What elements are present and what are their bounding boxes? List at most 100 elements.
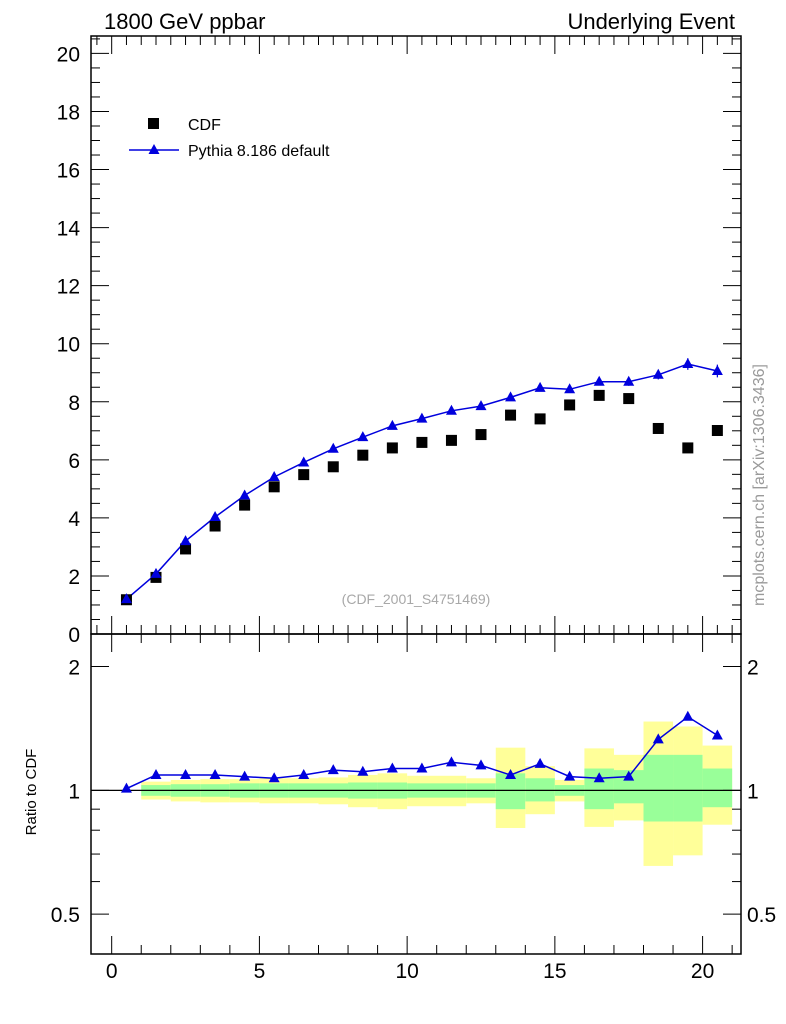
mc-point bbox=[386, 419, 398, 430]
mc-point bbox=[682, 358, 694, 369]
main-panel: 0 2 4 6 8 10 12 14 16 18 20 (CDF_2001_S4751469) bbox=[57, 35, 742, 647]
cdf-point bbox=[593, 389, 605, 401]
main-y-tick-label: 20 bbox=[57, 43, 80, 66]
ratio-x-tick-label: 0 bbox=[106, 960, 118, 983]
mc-point bbox=[652, 368, 664, 379]
legend: CDF Pythia 8.186 default bbox=[129, 117, 330, 160]
main-y-tick-label: 10 bbox=[57, 334, 80, 357]
main-y-tick-label: 12 bbox=[57, 276, 80, 299]
ratio-point bbox=[445, 756, 457, 767]
header-right-title: Underlying Event bbox=[567, 9, 735, 34]
ratio-point bbox=[268, 772, 280, 783]
ratio-y-tick-label-left: 2 bbox=[68, 657, 80, 680]
ratio-point bbox=[327, 764, 339, 775]
cdf-point bbox=[505, 409, 517, 421]
ratio-uncertainty-bands bbox=[141, 721, 733, 866]
ratio-point bbox=[623, 770, 635, 781]
ratio-x-tick-label: 10 bbox=[395, 960, 418, 983]
cdf-point bbox=[386, 442, 398, 454]
cdf-point bbox=[298, 469, 310, 481]
ratio-y-tick-labels: 0.5 0.5 1 1 2 2 bbox=[51, 657, 776, 928]
ratio-x-tick-labels: 0 5 10 15 20 bbox=[106, 960, 714, 983]
mc-data-points bbox=[120, 358, 723, 604]
analysis-id-label: (CDF_2001_S4751469) bbox=[342, 591, 491, 607]
cdf-point bbox=[711, 425, 723, 437]
watermark: mcplots.cern.ch [arXiv:1306.3436] bbox=[751, 364, 768, 606]
mc-point bbox=[298, 456, 310, 467]
cdf-point bbox=[564, 399, 576, 411]
ratio-panel: 0.5 0.5 1 1 2 2 0 5 10 15 20 Ratio to CDF bbox=[23, 633, 776, 983]
mc-point bbox=[416, 412, 428, 423]
legend-cdf-marker bbox=[148, 118, 159, 129]
main-y-tick-label: 0 bbox=[68, 624, 80, 647]
cdf-point bbox=[357, 449, 369, 461]
ratio-point bbox=[505, 768, 517, 779]
cdf-point bbox=[327, 461, 339, 473]
ratio-point bbox=[416, 762, 428, 773]
ratio-point bbox=[239, 770, 251, 781]
ratio-point bbox=[180, 768, 192, 779]
main-y-tick-label: 6 bbox=[68, 450, 80, 473]
ratio-x-tick-label: 5 bbox=[254, 960, 266, 983]
ratio-band-inner bbox=[702, 768, 733, 808]
ratio-band-inner bbox=[673, 754, 703, 822]
mc-point bbox=[120, 593, 132, 604]
ratio-y-tick-label-left: 1 bbox=[68, 780, 80, 803]
ratio-plot-frame bbox=[90, 633, 742, 955]
ratio-point bbox=[652, 733, 664, 744]
ratio-point bbox=[298, 768, 310, 779]
ratio-point bbox=[711, 729, 723, 740]
ratio-point bbox=[209, 768, 221, 779]
main-y-tick-label: 2 bbox=[68, 566, 80, 589]
cdf-point bbox=[239, 499, 251, 511]
mc-point bbox=[180, 535, 192, 546]
mc-point bbox=[327, 442, 339, 453]
mc-point bbox=[505, 391, 517, 402]
ratio-point bbox=[682, 710, 694, 721]
main-y-tick-label: 16 bbox=[57, 160, 80, 183]
header-left-title: 1800 GeV ppbar bbox=[104, 9, 265, 34]
mc-point bbox=[623, 375, 635, 386]
main-y-tick-label: 4 bbox=[68, 508, 80, 531]
cdf-point bbox=[623, 393, 635, 405]
mc-point bbox=[239, 489, 251, 500]
cdf-point bbox=[209, 520, 221, 532]
legend-mc-label: Pythia 8.186 default bbox=[188, 143, 330, 160]
cdf-point bbox=[534, 413, 546, 425]
ratio-band-inner bbox=[495, 773, 526, 810]
ratio-y-tick-label-left: 0.5 bbox=[51, 904, 80, 927]
cdf-data-points bbox=[120, 389, 723, 606]
cdf-point bbox=[475, 429, 487, 441]
ratio-point bbox=[386, 762, 398, 773]
cdf-point bbox=[416, 436, 428, 448]
ratio-band-inner bbox=[643, 754, 674, 822]
ratio-axis-ticks bbox=[91, 634, 741, 955]
mc-point bbox=[445, 404, 457, 415]
ratio-x-tick-label: 15 bbox=[543, 960, 566, 983]
ratio-point bbox=[593, 772, 605, 783]
mc-point bbox=[475, 400, 487, 411]
ratio-point bbox=[357, 765, 369, 776]
ratio-point bbox=[534, 757, 546, 768]
mc-point bbox=[357, 431, 369, 442]
main-y-tick-label: 8 bbox=[68, 392, 80, 415]
ratio-point bbox=[564, 770, 576, 781]
cdf-point bbox=[682, 442, 694, 454]
ratio-x-tick-label: 20 bbox=[691, 960, 714, 983]
main-y-tick-label: 14 bbox=[57, 218, 81, 241]
legend-cdf-label: CDF bbox=[188, 117, 221, 134]
ratio-point bbox=[150, 768, 162, 779]
mc-point bbox=[534, 381, 546, 392]
cdf-point bbox=[445, 434, 457, 446]
ratio-y-tick-label-right: 0.5 bbox=[747, 904, 776, 927]
main-y-tick-label: 18 bbox=[57, 101, 80, 124]
main-y-tick-labels: 0 2 4 6 8 10 12 14 16 18 20 bbox=[57, 43, 81, 647]
cdf-point bbox=[268, 481, 280, 493]
mc-point bbox=[711, 364, 723, 375]
cdf-point bbox=[652, 422, 664, 434]
mc-point bbox=[268, 470, 280, 481]
cdf-point bbox=[180, 543, 192, 555]
main-axis-ticks bbox=[91, 36, 741, 635]
ratio-y-tick-label-right: 2 bbox=[747, 657, 759, 680]
